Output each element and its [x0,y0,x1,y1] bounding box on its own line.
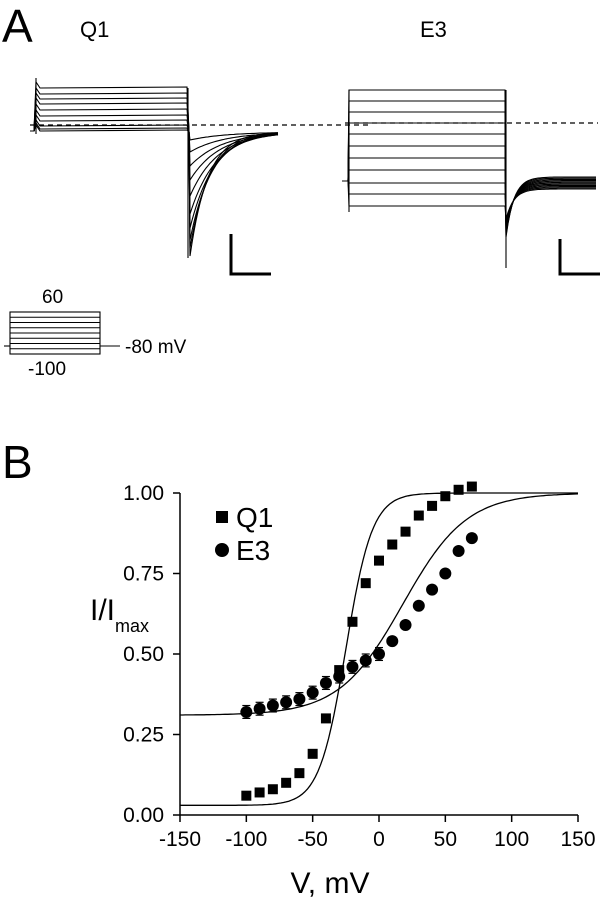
legend: Q1 E3 [215,502,273,566]
legend-label-e3: E3 [236,535,270,566]
e3-trace [342,180,596,223]
e3-trace [342,111,596,234]
x-tick-label: 50 [434,828,457,851]
x-axis-label: V, mV [291,867,370,899]
q1-trace [30,86,279,249]
x-tick-label: 0 [373,828,385,851]
x-tick-label: -50 [297,828,327,851]
data-points [240,481,478,801]
tick-labels: 0.00 0.25 0.50 0.75 1.00 -150 -100 -50 0 50 100 150 [123,482,595,851]
x-tick-label: -100 [225,828,267,851]
data-point-e3 [386,635,399,648]
data-point-e3 [346,660,359,673]
trace-title-q1: Q1 [80,17,109,42]
data-point-e3 [359,654,372,667]
x-tick-label: 150 [560,828,595,851]
protocol-bottom-label: -100 [28,359,66,380]
y-tick-label: 0.50 [123,643,164,666]
x-tick-label: 100 [494,828,529,851]
protocol-holding-label: -80 mV [125,337,187,358]
data-point-q1 [294,768,305,779]
data-point-q1 [334,665,345,676]
data-point-q1 [427,500,438,511]
q1-current-traces [30,78,279,258]
data-point-q1 [413,510,424,521]
y-tick-label: 0.75 [123,563,164,586]
data-point-e3 [280,696,293,709]
q1-trace [30,80,279,257]
y-axis-label: I/Imax [90,594,149,636]
data-point-q1 [374,555,384,566]
y-tick-label: 0.25 [123,724,164,747]
data-point-e3 [240,705,253,718]
q1-trace [30,96,279,229]
q1-trace [30,121,279,153]
q1-trace [30,113,279,182]
y-axis-label-main: I/I [90,594,115,627]
data-point-q1 [347,616,358,627]
panel-a-letter: A [2,0,33,52]
q1-trace [30,108,279,197]
data-point-q1 [281,777,292,788]
data-point-q1 [241,790,252,801]
data-point-e3 [293,693,306,706]
q1-trace [30,118,279,168]
data-point-q1 [440,491,451,502]
legend-label-q1: Q1 [236,502,273,533]
e3-scale-bar [558,239,600,276]
iv-plot: 0.00 0.25 0.50 0.75 1.00 -150 -100 -50 0 50 100 150 [123,481,596,851]
data-point-e3 [439,567,452,580]
data-point-e3 [266,699,279,712]
legend-marker-e3 [215,543,229,557]
data-point-q1 [453,484,464,495]
voltage-protocol [4,311,120,355]
plot-axes [173,492,579,822]
data-point-q1 [254,787,265,798]
data-point-q1 [360,578,371,589]
y-tick-label: 1.00 [123,482,164,505]
q1-scale-bar [229,234,271,276]
e3-trace [342,180,596,220]
e3-trace [342,133,596,230]
data-point-e3 [412,599,425,612]
data-point-e3 [373,648,385,660]
y-axis-label-subscript: max [115,616,149,636]
legend-marker-q1 [216,511,228,523]
data-point-e3 [399,619,412,632]
y-tick-label: 0.00 [123,804,164,827]
data-point-e3 [465,532,478,545]
data-point-e3 [452,544,465,557]
e3-trace [342,157,596,227]
x-tick-label: -150 [159,828,201,851]
data-point-e3 [306,686,319,699]
e3-current-traces [342,89,596,268]
data-point-e3 [426,583,439,596]
data-point-q1 [267,784,278,795]
data-point-q1 [466,481,477,492]
protocol-top-label: 60 [42,287,63,308]
panel-b-letter: B [2,436,33,488]
fit-curve-q1 [180,492,578,806]
data-point-e3 [333,670,346,683]
data-point-q1 [307,748,318,759]
data-point-e3 [253,702,266,715]
data-point-q1 [400,526,411,537]
data-point-e3 [319,676,332,689]
q1-trace [30,123,278,141]
data-point-q1 [320,713,331,724]
e3-trace [342,100,596,236]
trace-title-e3: E3 [420,17,447,42]
data-point-q1 [387,539,398,550]
